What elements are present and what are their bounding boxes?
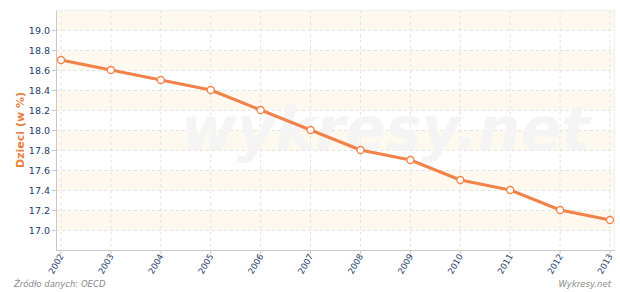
y-tick	[52, 150, 56, 151]
x-tick-label: 2009	[396, 252, 415, 276]
x-tick	[61, 250, 62, 254]
y-tick-label: 19.0	[29, 25, 50, 36]
y-tick-label: 17.0	[29, 225, 50, 236]
series	[58, 57, 614, 224]
x-tick-label: 2011	[495, 252, 514, 276]
x-tick-label: 2012	[545, 252, 564, 276]
grid-band	[56, 50, 615, 70]
y-tick-label: 17.8	[29, 145, 50, 156]
y-tick	[52, 230, 56, 231]
plot-frame-top	[56, 10, 615, 11]
data-point	[357, 147, 364, 154]
chart-container: 17.0 17.2 17.4 17.6 17.8 18.0 18.2 18.4 18.6 18.8…	[0, 0, 620, 292]
x-tick	[610, 250, 611, 254]
credit: Wykresy.net	[558, 279, 611, 289]
chart-svg: 17.0 17.2 17.4 17.6 17.8 18.0 18.2 18.4 18.6 18.8…	[0, 0, 620, 292]
x-tick-label: 2010	[446, 252, 465, 276]
data-point	[507, 187, 514, 194]
x-tick	[410, 250, 411, 254]
y-tick	[52, 170, 56, 171]
x-tick-label: 2003	[96, 252, 115, 276]
grid-line-y	[56, 70, 615, 71]
grid-band	[56, 210, 615, 230]
x-tick	[360, 250, 361, 254]
x-tick-label: 2008	[346, 252, 365, 276]
grid-line-y	[56, 30, 615, 31]
plot-frame-right	[614, 10, 615, 250]
grid-band	[56, 170, 615, 190]
y-tick-label: 18.4	[29, 85, 50, 96]
x-tick	[460, 250, 461, 254]
x-tick	[560, 250, 561, 254]
x-tick	[210, 250, 211, 254]
y-tick	[52, 130, 56, 131]
x-tick-label: 2007	[296, 252, 315, 276]
plot-background	[56, 10, 615, 250]
data-point	[58, 57, 65, 64]
grid-line-y	[56, 230, 615, 231]
y-tick	[52, 70, 56, 71]
x-tick	[160, 250, 161, 254]
x-axis-line	[56, 250, 615, 251]
y-tick-label: 17.6	[29, 165, 50, 176]
x-tick-label: 2013	[595, 252, 614, 276]
grid-line-x	[61, 10, 62, 250]
source-note: Źródło danych: OECD	[13, 278, 106, 289]
grid-line-y	[56, 90, 615, 91]
y-tick-label: 18.0	[29, 125, 50, 136]
x-tick-label: 2004	[146, 252, 165, 276]
y-axis-line	[56, 10, 57, 250]
y-tick	[52, 190, 56, 191]
grid-line-y	[56, 190, 615, 191]
data-point	[157, 77, 164, 84]
y-tick-label: 18.2	[29, 105, 50, 116]
y-tick-label: 18.6	[29, 65, 50, 76]
y-tick	[52, 50, 56, 51]
x-tick-label: 2002	[46, 252, 65, 276]
data-point	[207, 87, 214, 94]
x-tick-label: 2005	[196, 252, 215, 276]
x-tick	[260, 250, 261, 254]
x-axis: 2002 2003 2004 2005 2006 2007 2008 2009 2010 2011…	[46, 250, 614, 276]
data-point	[307, 127, 314, 134]
x-tick	[310, 250, 311, 254]
watermark: wykresy.net	[181, 94, 592, 164]
y-tick-label: 17.4	[29, 185, 50, 196]
data-line	[61, 60, 610, 220]
data-point	[457, 177, 464, 184]
data-point	[107, 67, 114, 74]
y-axis-title: Dzieci (w %)	[14, 92, 27, 168]
y-tick-label: 18.8	[29, 45, 50, 56]
grid-line-y	[56, 170, 615, 171]
data-point	[557, 207, 564, 214]
grid-line-y	[56, 210, 615, 211]
y-tick	[52, 210, 56, 211]
x-tick-label: 2006	[246, 252, 265, 276]
data-point	[407, 157, 414, 164]
grid	[56, 10, 615, 250]
data-point	[257, 107, 264, 114]
y-tick	[52, 110, 56, 111]
data-point	[607, 217, 614, 224]
grid-band	[56, 10, 615, 30]
y-tick	[52, 30, 56, 31]
y-axis: 17.0 17.2 17.4 17.6 17.8 18.0 18.2 18.4 18.6 18.8…	[29, 25, 56, 236]
grid-line-y	[56, 50, 615, 51]
y-tick-label: 17.2	[29, 205, 50, 216]
x-tick	[110, 250, 111, 254]
x-tick	[510, 250, 511, 254]
y-tick	[52, 90, 56, 91]
